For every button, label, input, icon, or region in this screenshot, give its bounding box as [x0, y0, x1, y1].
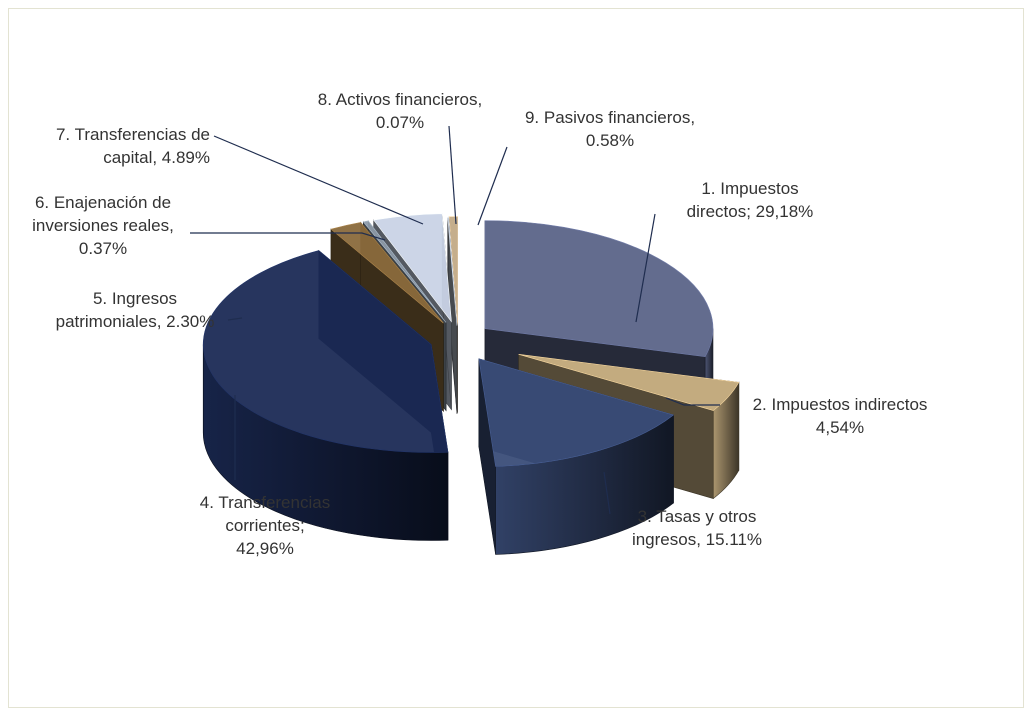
- slice-top-transferencias-de-capital: [373, 213, 452, 323]
- slice-top-activos-financieros: [447, 217, 458, 326]
- slice-top-impuestos-indirectos: [518, 354, 740, 411]
- label-transferencias-capital: 7. Transferencias de capital, 4.89%: [55, 125, 210, 167]
- slice-transferencias-corrientes: [202, 249, 449, 541]
- label-enajenacion-inversiones: 6. Enajenación de inversiones reales, 0.…: [32, 193, 174, 258]
- label-activos-financieros: 8. Activos financieros, 0.07%: [317, 90, 483, 132]
- leader-line-impuestos-indirectos: [665, 397, 720, 406]
- slice-top-impuestos-directos: [484, 220, 714, 357]
- leader-line-tasas-y-otros-ingresos: [603, 471, 611, 515]
- leader-line-impuestos-directos: [635, 213, 656, 323]
- leader-line-activos-financieros: [448, 125, 457, 225]
- label-ingresos-patrimoniales: 5. Ingresos patrimoniales, 2.30%: [55, 289, 215, 331]
- slice-top-ingresos-patrimoniales: [330, 222, 444, 324]
- label-tasas-otros-ingresos: 3. Tasas y otros ingresos, 15.11%: [631, 507, 763, 549]
- leader-line-pasivos-financieros: [477, 146, 508, 226]
- slice-top-pasivos-financieros: [448, 216, 458, 325]
- label-impuestos-indirectos: 2. Impuestos indirectos 4,54%: [752, 395, 928, 437]
- label-impuestos-directos: 1. Impuestos directos; 29,18%: [686, 179, 814, 221]
- leader-line-enajenacion-de-inversiones-reales: [190, 232, 386, 241]
- label-transferencias-corrientes: 4. Transferencias corrientes; 42,96%: [199, 493, 331, 558]
- slice-top-enajenacion-de-inversiones-reales: [362, 220, 447, 323]
- slice-top-tasas-y-otros-ingresos: [478, 358, 675, 467]
- label-pasivos-financieros: 9. Pasivos financieros, 0.58%: [524, 108, 696, 150]
- slice-top-transferencias-corrientes: [202, 250, 449, 453]
- leader-line-ingresos-patrimoniales: [227, 317, 243, 321]
- slice-tasas-y-otros-ingresos: [478, 358, 675, 555]
- leader-line-transferencias-de-capital: [213, 135, 424, 225]
